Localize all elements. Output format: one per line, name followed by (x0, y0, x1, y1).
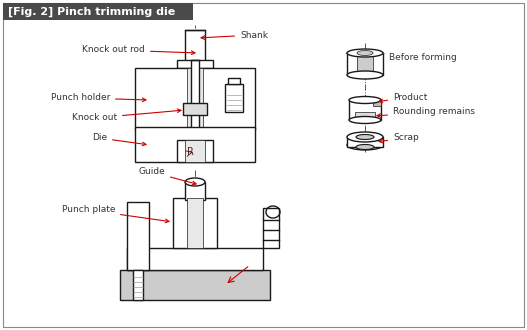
Ellipse shape (356, 135, 374, 140)
Bar (185, 140, 205, 162)
Text: Shank: Shank (201, 30, 268, 40)
Text: Before forming: Before forming (389, 53, 457, 62)
Bar (347, 137, 383, 147)
Text: Die: Die (92, 134, 146, 146)
Text: Knock out rod: Knock out rod (82, 46, 195, 54)
Bar (135, 127, 255, 162)
Ellipse shape (347, 140, 383, 150)
Bar (183, 103, 207, 115)
Ellipse shape (347, 71, 383, 79)
Bar (357, 53, 373, 75)
Text: Punch holder: Punch holder (51, 93, 146, 103)
Bar (3, 3, 193, 20)
Ellipse shape (349, 116, 381, 123)
Bar (355, 112, 375, 120)
Bar (373, 100, 381, 106)
Bar (263, 208, 279, 248)
Bar (173, 198, 217, 248)
Bar (228, 78, 240, 84)
Ellipse shape (349, 96, 381, 104)
Bar (177, 140, 213, 162)
Bar (185, 182, 205, 200)
Bar (133, 270, 143, 300)
Bar (191, 60, 199, 130)
Text: Knock out: Knock out (72, 109, 181, 122)
Text: R: R (187, 147, 194, 157)
Text: Scrap: Scrap (379, 134, 419, 143)
Text: Guide: Guide (138, 168, 196, 185)
Text: Product: Product (379, 92, 427, 103)
Bar (187, 198, 203, 248)
Bar (127, 202, 149, 270)
Ellipse shape (357, 50, 373, 55)
Text: Rounding remains: Rounding remains (377, 108, 475, 117)
Bar (177, 60, 213, 68)
Bar (349, 100, 381, 120)
Bar (185, 30, 205, 62)
Bar (135, 68, 255, 130)
Ellipse shape (185, 178, 205, 186)
Ellipse shape (347, 49, 383, 57)
Bar (127, 248, 263, 270)
Bar (225, 84, 243, 112)
Bar (347, 53, 383, 75)
Text: [Fig. 2] Pinch trimming die: [Fig. 2] Pinch trimming die (8, 6, 175, 16)
Bar (120, 270, 270, 300)
Ellipse shape (356, 145, 374, 149)
Ellipse shape (347, 132, 383, 142)
Text: Punch plate: Punch plate (62, 206, 169, 223)
Bar (187, 68, 203, 130)
